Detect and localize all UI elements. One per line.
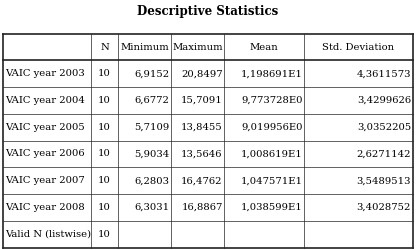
Text: 5,9034: 5,9034 (134, 150, 169, 158)
Text: 10: 10 (98, 230, 111, 239)
Text: 10: 10 (98, 176, 111, 185)
Text: 1,008619E1: 1,008619E1 (241, 150, 302, 158)
Text: 2,6271142: 2,6271142 (357, 150, 411, 158)
Text: 3,5489513: 3,5489513 (357, 176, 411, 185)
Text: VAIC year 2003: VAIC year 2003 (5, 69, 85, 78)
Text: 1,047571E1: 1,047571E1 (240, 176, 302, 185)
Text: 15,7091: 15,7091 (181, 96, 223, 105)
Text: 9,773728E0: 9,773728E0 (241, 96, 302, 105)
Text: Minimum: Minimum (120, 42, 169, 51)
Text: 6,9152: 6,9152 (134, 69, 169, 78)
Text: 5,7109: 5,7109 (134, 123, 169, 132)
Text: 10: 10 (98, 150, 111, 158)
Text: VAIC year 2006: VAIC year 2006 (5, 150, 84, 158)
Text: N: N (100, 42, 109, 51)
Text: 1,038599E1: 1,038599E1 (241, 203, 302, 212)
Text: 6,6772: 6,6772 (135, 96, 169, 105)
Text: VAIC year 2008: VAIC year 2008 (5, 203, 85, 212)
Text: 10: 10 (98, 96, 111, 105)
Text: 6,3031: 6,3031 (134, 203, 169, 212)
Text: 9,019956E0: 9,019956E0 (241, 123, 302, 132)
Text: 13,8455: 13,8455 (181, 123, 223, 132)
Text: 10: 10 (98, 123, 111, 132)
Text: VAIC year 2004: VAIC year 2004 (5, 96, 85, 105)
Text: Valid N (listwise): Valid N (listwise) (5, 230, 91, 239)
Text: 10: 10 (98, 69, 111, 78)
Text: 16,8867: 16,8867 (181, 203, 223, 212)
Text: Maximum: Maximum (173, 42, 223, 51)
Text: 20,8497: 20,8497 (181, 69, 223, 78)
Text: Mean: Mean (250, 42, 279, 51)
Text: 3,4028752: 3,4028752 (357, 203, 411, 212)
Text: 3,4299626: 3,4299626 (357, 96, 411, 105)
Text: VAIC year 2007: VAIC year 2007 (5, 176, 85, 185)
Text: VAIC year 2005: VAIC year 2005 (5, 123, 85, 132)
Text: Std. Deviation: Std. Deviation (322, 42, 394, 51)
Text: 4,3611573: 4,3611573 (357, 69, 411, 78)
Text: 6,2803: 6,2803 (134, 176, 169, 185)
Text: 10: 10 (98, 203, 111, 212)
Text: 13,5646: 13,5646 (181, 150, 223, 158)
Text: 1,198691E1: 1,198691E1 (241, 69, 302, 78)
Text: 16,4762: 16,4762 (181, 176, 223, 185)
Text: Descriptive Statistics: Descriptive Statistics (137, 5, 279, 18)
Text: 3,0352205: 3,0352205 (357, 123, 411, 132)
